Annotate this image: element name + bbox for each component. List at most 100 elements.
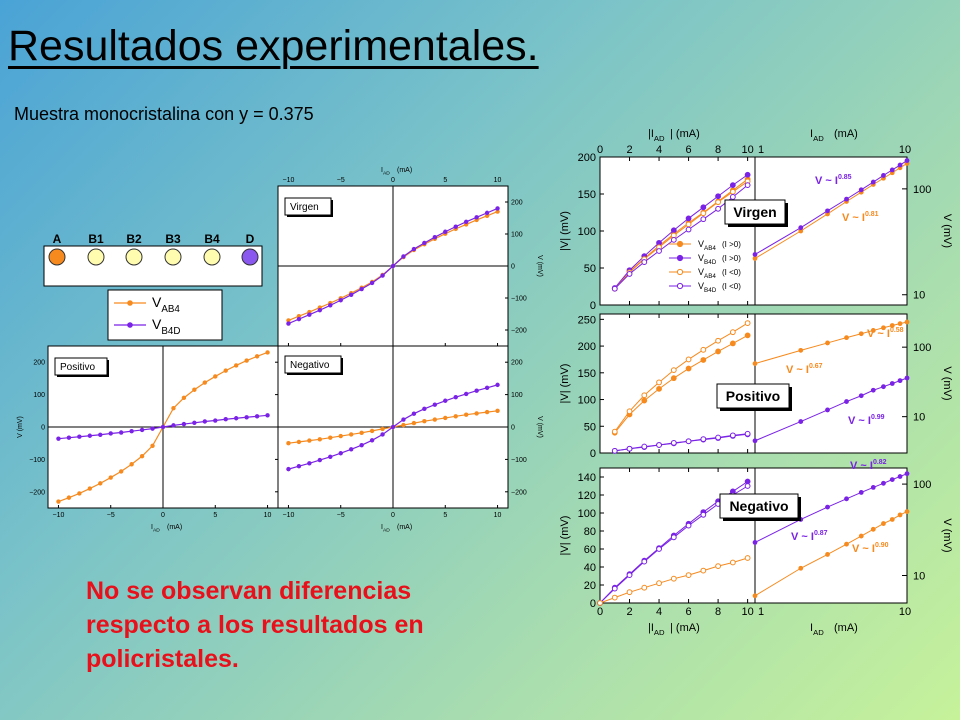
data-point — [844, 541, 849, 547]
data-point — [359, 442, 364, 448]
data-point — [150, 426, 155, 431]
data-point — [484, 210, 490, 216]
data-point — [700, 204, 707, 211]
data-point — [825, 208, 830, 214]
data-point — [685, 522, 692, 529]
y-tick-label: 10 — [913, 570, 925, 582]
y-axis-label: |V| (mV) — [559, 211, 571, 251]
y-tick-label: 60 — [584, 544, 596, 556]
x-tick-label: 10 — [494, 177, 502, 184]
y-tick-label: 50 — [584, 421, 596, 433]
tag-label: Negativo — [729, 498, 788, 514]
x-tick-label: 1 — [758, 144, 764, 156]
data-point — [870, 526, 876, 532]
data-point — [641, 558, 648, 565]
data-point — [611, 585, 618, 592]
legend-entry: VAB4 — [698, 267, 716, 280]
legend-condition: (I <0) — [722, 282, 741, 291]
fit-annotation: V ~ I0.99 — [848, 414, 885, 427]
data-point — [380, 273, 385, 278]
panel-tag: Positivo — [54, 357, 109, 377]
y-tick-label: 140 — [578, 472, 596, 484]
data-point — [881, 521, 886, 526]
data-point — [685, 438, 692, 445]
x-tick-label: 1 — [758, 606, 764, 618]
contact-dot — [164, 248, 182, 266]
data-point — [744, 182, 751, 189]
fit-annotation: V ~ I0.85 — [815, 174, 852, 187]
contact-label: B4 — [204, 232, 220, 246]
data-point — [670, 236, 677, 243]
data-point — [715, 199, 721, 206]
data-point — [453, 224, 458, 229]
data-point — [348, 432, 354, 437]
x-tick-label: 0 — [391, 512, 395, 519]
y-tick-label: 200 — [578, 152, 596, 164]
data-point — [626, 572, 633, 578]
data-point — [744, 171, 751, 178]
x-tick-label: 10 — [741, 606, 753, 618]
data-point — [265, 413, 270, 418]
series-line — [614, 322, 748, 432]
legend-entry: VAB4 — [152, 294, 180, 315]
tag-box — [719, 493, 799, 519]
data-point — [474, 411, 479, 416]
legend-entry: VB4D — [152, 316, 180, 337]
data-point — [670, 227, 677, 234]
data-point — [286, 318, 291, 323]
y-axis-label: V (mV) — [536, 416, 543, 438]
x-tick-label: 2 — [626, 606, 632, 618]
data-point — [825, 340, 830, 346]
data-point — [359, 286, 364, 292]
x-tick-label: −5 — [337, 512, 345, 519]
data-point — [870, 485, 876, 490]
data-point — [495, 206, 500, 211]
data-point — [286, 441, 291, 446]
y-tick-label: −200 — [511, 328, 527, 335]
data-point — [881, 325, 886, 331]
data-point — [656, 580, 662, 587]
data-point — [611, 447, 618, 454]
data-point — [744, 332, 751, 339]
legend-right: VAB4 (I >0) VB4D (I >0) VAB4 (I <0) VB4D (I <0) — [669, 239, 741, 294]
data-point — [77, 434, 82, 439]
data-point — [181, 421, 187, 427]
x-tick-label: 5 — [213, 512, 217, 519]
data-point — [729, 432, 736, 439]
tag-label: Positivo — [60, 362, 95, 373]
y-tick-label: 100 — [913, 184, 931, 196]
x-axis-unit: (mA) — [397, 524, 412, 531]
data-point — [139, 427, 145, 433]
data-point — [181, 395, 187, 401]
data-point — [401, 254, 406, 259]
data-point — [369, 438, 375, 443]
data-point — [453, 414, 458, 419]
x-tick-label: 5 — [443, 177, 447, 184]
data-point — [171, 406, 176, 411]
contact-label: D — [246, 232, 255, 246]
data-point — [254, 414, 260, 419]
data-point — [904, 319, 910, 325]
legend-condition: (I <0) — [722, 268, 741, 277]
data-point — [744, 320, 751, 326]
data-point — [611, 285, 618, 292]
tag-positivo: Positivo — [716, 383, 792, 411]
contact-label: B2 — [126, 232, 142, 246]
panel-tag: Virgen — [284, 197, 333, 217]
data-point — [700, 216, 707, 223]
data-point — [348, 447, 354, 452]
legend-entry: VB4D — [698, 253, 717, 266]
data-point — [700, 436, 707, 443]
x-tick-label: 0 — [597, 144, 603, 156]
y-axis-label: V (mV) — [941, 518, 953, 552]
x-tick-label: 8 — [715, 144, 721, 156]
y-tick-label: −100 — [511, 457, 527, 464]
data-point — [484, 385, 490, 390]
y-tick-label: 100 — [578, 395, 596, 407]
series-line — [614, 174, 748, 289]
data-point — [904, 375, 910, 381]
data-point — [881, 480, 886, 486]
y-tick-label: 200 — [511, 200, 523, 207]
x-axis-label: IAD — [381, 524, 390, 533]
tag-box — [716, 383, 790, 409]
